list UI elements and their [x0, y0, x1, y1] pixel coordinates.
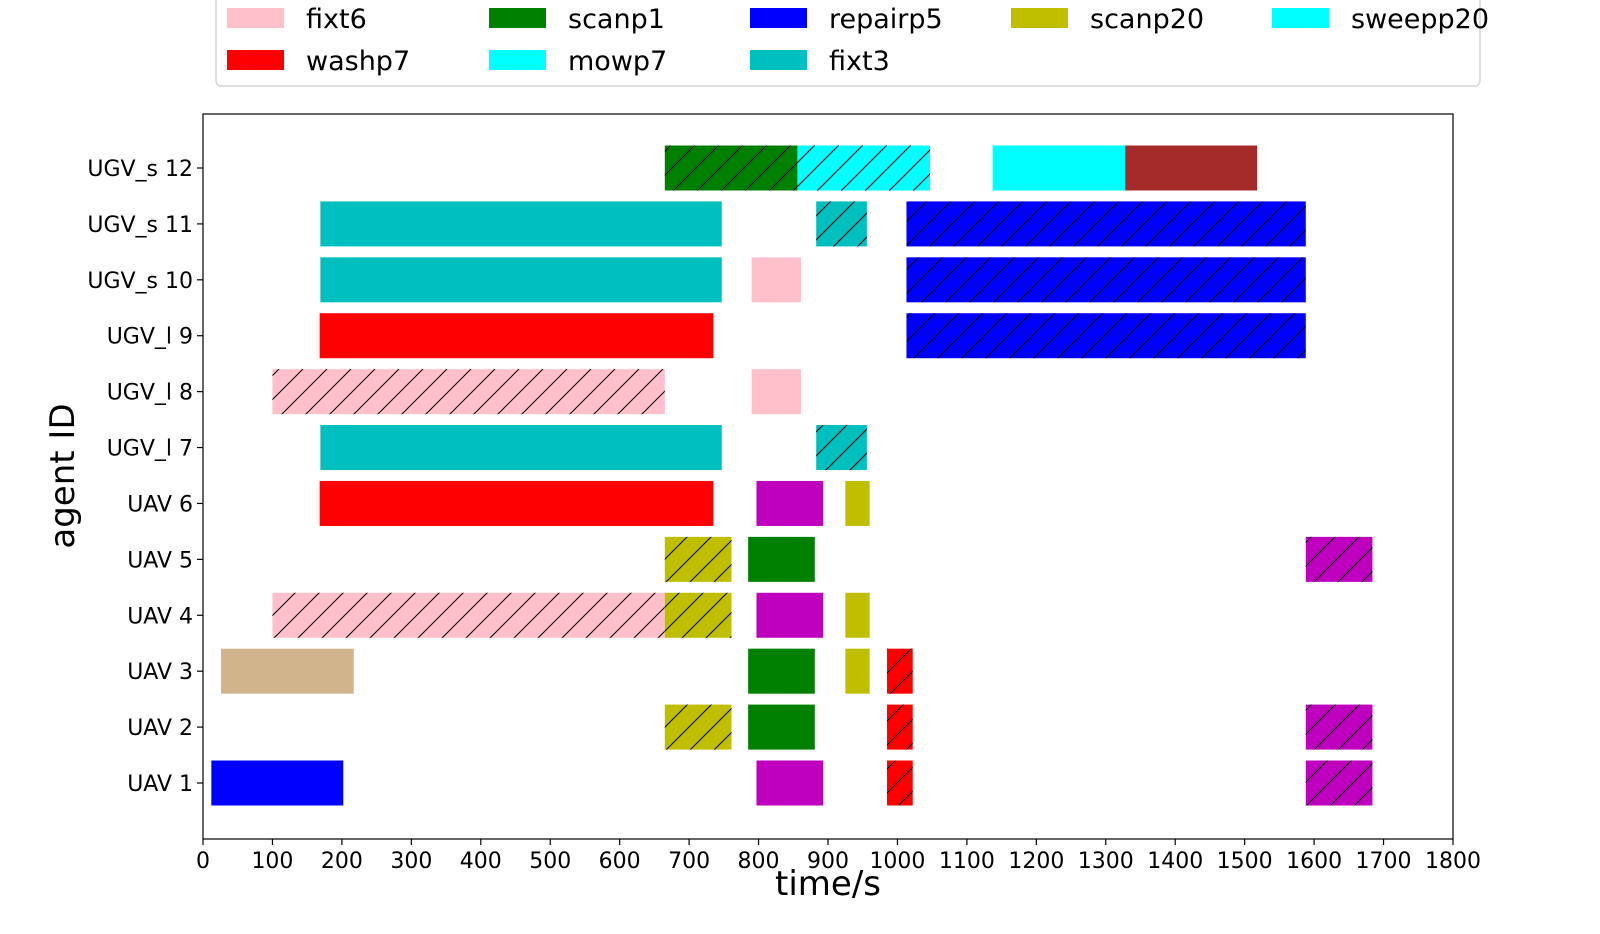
y-tick-label: UAV 5 [127, 548, 193, 573]
y-tick-label: UGV_s 10 [87, 269, 193, 294]
task-bars [211, 145, 1373, 806]
x-axis-title: time/s [775, 864, 881, 904]
legend-label: fixt3 [829, 46, 890, 77]
x-tick-label: 1700 [1356, 849, 1412, 874]
task-bar-hatch [887, 760, 913, 806]
legend-swatch [489, 8, 546, 28]
task-bar [756, 760, 824, 806]
task-bar [845, 480, 870, 526]
x-axis: 0 100 200 300 400 500 600 700 800 900 1000 1100 1200… [196, 839, 1481, 874]
task-bar [211, 760, 344, 806]
task-bar [845, 648, 870, 694]
task-bar-hatch [887, 648, 913, 694]
task-bar [748, 704, 815, 750]
y-axis: UAV 1 UAV 2 UAV 3 UAV 4 UAV 5 UAV 6 UGV_l 7 UGV… [87, 157, 203, 797]
task-bar [845, 592, 870, 638]
legend-swatch [750, 50, 807, 70]
x-tick-label: 600 [599, 849, 641, 874]
task-bar [748, 536, 815, 582]
task-bar [320, 257, 722, 303]
y-axis-title: agent ID [43, 403, 83, 548]
y-tick-label: UGV_s 12 [87, 157, 193, 182]
x-tick-label: 700 [668, 849, 710, 874]
task-bar-hatch [816, 201, 867, 247]
task-bar-hatch [1305, 760, 1373, 806]
x-tick-label: 1000 [869, 849, 925, 874]
x-tick-label: 500 [529, 849, 571, 874]
x-tick-label: 1800 [1425, 849, 1481, 874]
task-bar [319, 313, 714, 359]
y-tick-label: UGV_l 9 [107, 325, 193, 350]
x-tick-label: 100 [251, 849, 293, 874]
y-tick-label: UGV_l 8 [107, 381, 193, 406]
task-bar [320, 425, 722, 471]
task-bar-hatch [664, 704, 732, 750]
x-tick-label: 400 [460, 849, 502, 874]
legend-swatch [1011, 8, 1068, 28]
task-bar-hatch [816, 425, 867, 471]
x-tick-label: 1200 [1008, 849, 1064, 874]
x-tick-label: 1300 [1078, 849, 1134, 874]
legend-swatch [227, 50, 284, 70]
legend-label: scanp1 [568, 4, 665, 35]
legend-swatch [227, 8, 284, 28]
y-tick-label: UAV 3 [127, 660, 193, 685]
task-bar [1125, 145, 1258, 191]
x-tick-label: 800 [738, 849, 780, 874]
y-tick-label: UAV 1 [127, 772, 193, 797]
task-bar [748, 648, 815, 694]
legend-swatch [489, 50, 546, 70]
legend-label: repairp5 [829, 4, 943, 35]
y-tick-label: UGV_s 11 [87, 213, 193, 238]
y-tick-label: UGV_l 7 [107, 437, 193, 462]
task-bar [751, 369, 801, 415]
task-bar [319, 480, 714, 526]
task-bar [221, 648, 354, 694]
task-bar [992, 145, 1126, 191]
y-tick-label: UAV 2 [127, 716, 193, 741]
legend-label: washp7 [306, 46, 410, 77]
task-bar-hatch [906, 257, 1306, 303]
task-bar-hatch [797, 145, 931, 191]
x-tick-label: 1500 [1217, 849, 1273, 874]
legend-swatch [750, 8, 807, 28]
x-tick-label: 0 [196, 849, 210, 874]
task-bar-hatch [272, 592, 665, 638]
task-bar-hatch [887, 704, 913, 750]
task-bar [756, 592, 824, 638]
task-bar [751, 257, 801, 303]
x-tick-label: 300 [390, 849, 432, 874]
task-bar-hatch [906, 313, 1306, 359]
task-bar [320, 201, 722, 247]
task-bar-hatch [664, 145, 798, 191]
y-tick-label: UAV 4 [127, 604, 193, 629]
legend-label: sweepp20 [1351, 4, 1489, 35]
task-bar-hatch [906, 201, 1306, 247]
x-tick-label: 1600 [1286, 849, 1342, 874]
task-bar-hatch [664, 536, 732, 582]
task-bar-hatch [272, 369, 665, 415]
task-bar-hatch [664, 592, 732, 638]
legend-label: mowp7 [568, 46, 667, 77]
legend-label: fixt6 [306, 4, 367, 35]
legend: fixt6 scanp1 repairp5 scanp20 sweepp20 washp7… [215, 0, 1489, 87]
legend-label: scanp20 [1090, 4, 1204, 35]
x-tick-label: 1100 [939, 849, 995, 874]
y-tick-label: UAV 6 [127, 492, 193, 517]
task-bar-hatch [1305, 704, 1373, 750]
task-bar-hatch [1305, 536, 1373, 582]
x-tick-label: 200 [321, 849, 363, 874]
x-tick-label: 1400 [1147, 849, 1203, 874]
legend-swatch [1272, 8, 1329, 28]
x-tick-label: 900 [807, 849, 849, 874]
task-bar [756, 480, 824, 526]
